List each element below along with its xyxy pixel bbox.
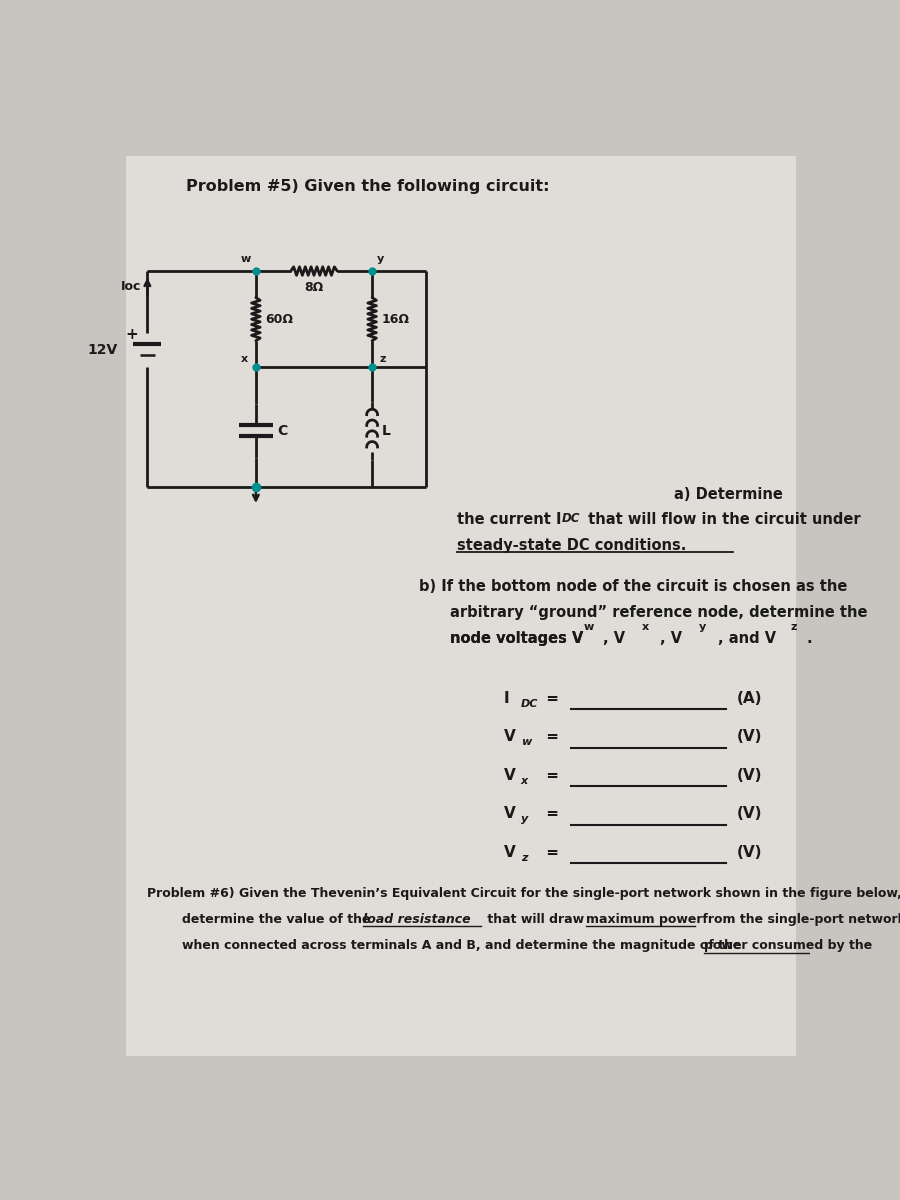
Text: maximum power: maximum power — [586, 913, 703, 926]
Text: V: V — [504, 730, 516, 744]
Text: the current I: the current I — [457, 512, 562, 527]
Text: 12V: 12V — [87, 342, 118, 356]
Text: (V): (V) — [736, 768, 762, 782]
Text: node voltages V: node voltages V — [450, 631, 583, 647]
Text: =: = — [541, 730, 559, 744]
Text: I: I — [504, 691, 509, 706]
Text: 16Ω: 16Ω — [382, 313, 410, 325]
Text: (A): (A) — [736, 691, 762, 706]
Text: V: V — [504, 806, 516, 821]
Text: arbitrary “ground” reference node, determine the: arbitrary “ground” reference node, deter… — [450, 605, 867, 620]
Text: DC: DC — [521, 698, 538, 709]
Text: steady-state DC conditions.: steady-state DC conditions. — [457, 539, 687, 553]
Text: x: x — [642, 622, 649, 632]
Text: a) Determine: a) Determine — [674, 487, 783, 502]
Text: z: z — [521, 853, 527, 863]
Text: =: = — [541, 806, 559, 821]
Text: =: = — [541, 691, 559, 706]
Text: .: . — [806, 631, 812, 647]
Text: =: = — [541, 768, 559, 782]
Text: w: w — [241, 254, 251, 264]
Text: x: x — [521, 775, 528, 786]
Text: C: C — [277, 424, 287, 438]
Text: 8Ω: 8Ω — [304, 281, 324, 294]
Text: (V): (V) — [736, 806, 762, 821]
Text: Problem #6) Given the Thevenin’s Equivalent Circuit for the single-port network : Problem #6) Given the Thevenin’s Equival… — [148, 887, 900, 900]
Text: y: y — [377, 254, 384, 264]
Text: (V): (V) — [736, 845, 762, 860]
Text: w: w — [521, 737, 531, 748]
FancyBboxPatch shape — [126, 156, 796, 1056]
Text: when connected across terminals A and B, and determine the magnitude of the: when connected across terminals A and B,… — [148, 940, 746, 953]
Text: x: x — [241, 354, 248, 365]
Text: node voltages V: node voltages V — [450, 631, 583, 647]
Text: determine the value of the: determine the value of the — [148, 913, 375, 926]
Text: V: V — [504, 845, 516, 860]
Text: L: L — [382, 424, 392, 438]
Text: DC: DC — [562, 512, 580, 526]
Text: , and V: , and V — [718, 631, 776, 647]
Text: b) If the bottom node of the circuit is chosen as the: b) If the bottom node of the circuit is … — [418, 580, 847, 594]
Text: , V: , V — [661, 631, 682, 647]
Text: V: V — [504, 768, 516, 782]
Text: Ioc: Ioc — [121, 280, 141, 293]
Text: w: w — [584, 622, 594, 632]
Text: z: z — [790, 622, 797, 632]
Text: from the single-port network: from the single-port network — [698, 913, 900, 926]
Text: y: y — [699, 622, 707, 632]
Text: (V): (V) — [736, 730, 762, 744]
Text: power consumed by the: power consumed by the — [704, 940, 872, 953]
Text: that will draw: that will draw — [483, 913, 589, 926]
Text: Problem #5) Given the following circuit:: Problem #5) Given the following circuit: — [186, 179, 550, 193]
Text: y: y — [521, 815, 528, 824]
Text: 60Ω: 60Ω — [266, 313, 293, 325]
Text: =: = — [541, 845, 559, 860]
Text: +: + — [125, 328, 139, 342]
Text: load resistance: load resistance — [363, 913, 471, 926]
Text: z: z — [380, 354, 386, 365]
Text: that will flow in the circuit under: that will flow in the circuit under — [583, 512, 860, 527]
Text: , V: , V — [603, 631, 625, 647]
